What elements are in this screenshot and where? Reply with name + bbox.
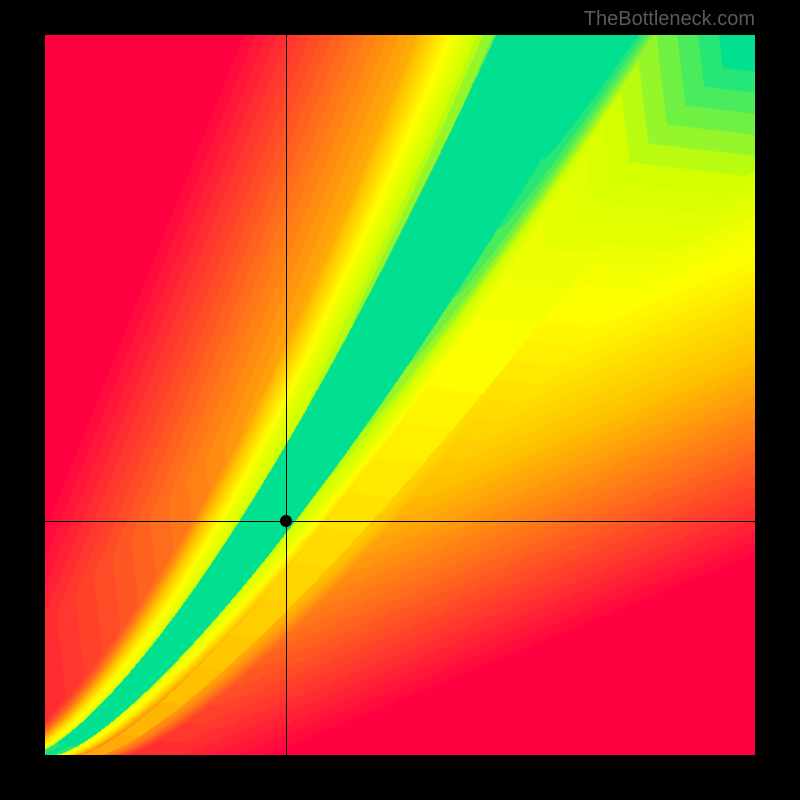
watermark-text: TheBottleneck.com [584, 8, 755, 31]
heatmap-plot [45, 35, 755, 755]
crosshair-horizontal [45, 521, 755, 522]
crosshair-vertical [286, 35, 287, 755]
data-point-marker [280, 515, 292, 527]
heatmap-canvas [45, 35, 755, 755]
